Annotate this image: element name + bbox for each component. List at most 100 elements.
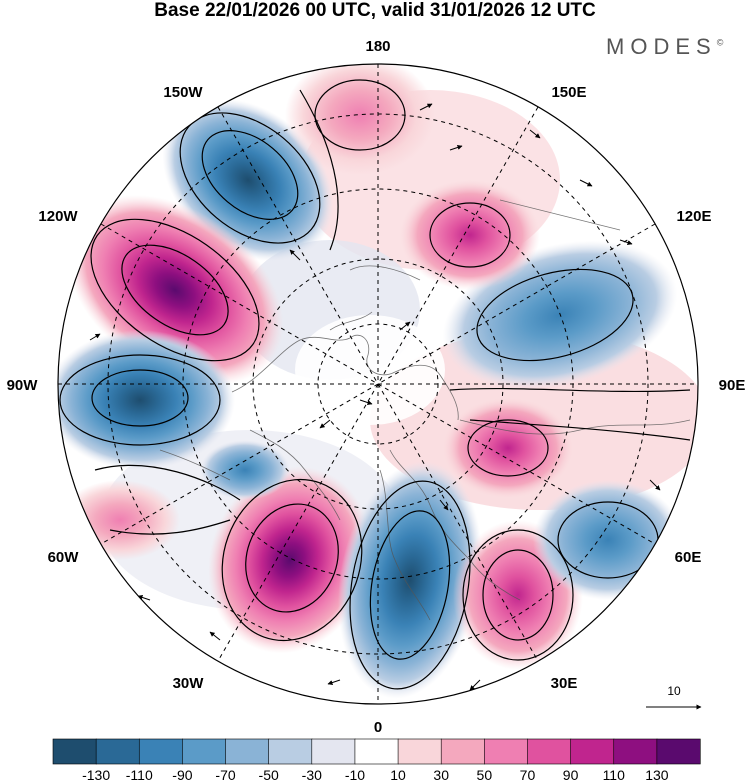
streamline [462,529,574,661]
streamline [429,202,511,268]
colorbar-tick-label: -50 [259,767,279,783]
wind-vector [79,551,91,561]
colorbar-swatch [311,738,356,765]
lon-label-150w: 150W [163,84,203,101]
modes-logo: MODES© [606,34,723,60]
streamlines [59,79,691,690]
map-title: Base 22/01/2026 00 UTC, valid 31/01/2026… [154,0,596,21]
map-border [57,63,699,705]
meridian [217,106,539,662]
streamline [369,510,451,660]
streamline [221,478,363,642]
wind-vector [639,619,649,631]
colorbar-tick-label: 70 [520,767,536,783]
colorbar-swatch [52,738,97,765]
colorbar-tick-label: 50 [477,767,493,783]
colorbar-swatch [138,738,184,765]
wind-vector [419,103,433,111]
reference-vector: 10 [646,684,702,710]
wind-vector [289,249,301,261]
wind-vector [327,679,341,685]
colorbar-swatch [570,738,615,765]
colorbar-swatch [225,738,270,765]
colorbar-swatch [95,738,140,765]
weak-negative-region [200,440,290,500]
streamline [449,387,691,393]
streamline [245,503,339,613]
wind-vector [209,631,221,641]
anomaly-ural-low [533,480,683,600]
colorbar-swatch [613,738,658,765]
streamline [469,419,691,441]
wind-vector [319,419,331,429]
meridian [100,223,656,545]
lon-label-120e: 120E [676,208,711,225]
colorbar-swatch [527,738,572,765]
colorbar-swatch [268,738,313,765]
wind-vector [619,239,633,245]
streamline [94,464,241,501]
wind-vector [579,179,593,187]
colorbar-swatch [397,738,442,765]
colorbar-tick-label: -90 [172,767,192,783]
lon-label-30e: 30E [551,675,578,692]
colorbar-swatch [440,738,485,765]
streamline [467,419,549,477]
wind-vector [449,145,463,151]
lon-label-120w: 120W [38,208,78,225]
copyright-mark: © [716,37,724,48]
lon-label-60e: 60E [675,549,702,566]
lon-label-0: 0 [374,719,382,736]
wind-vector [439,499,449,511]
streamline [109,519,231,535]
meridian [100,223,656,545]
colorbar-swatch [182,738,227,765]
weak-positive-region [60,480,180,560]
anomaly-bering-high [285,64,435,175]
colorbar-tick-label: 10 [390,767,406,783]
streamline [299,89,339,251]
colorbar: -130 -110 -90 -70 -50 -30 -10 10 30 50 70 90 110 130 [52,738,701,783]
colorbar-swatch [484,738,529,765]
colorbar-labels: -130 -110 -90 -70 -50 -30 -10 10 30 50 70 90 110 130 [82,767,669,783]
colorbar-tick-label: -10 [345,767,365,783]
lon-label-90e: 90E [719,377,746,394]
lon-label-90w: 90W [7,377,39,394]
latitude-circle [107,113,649,655]
streamline [201,130,299,220]
streamline [90,218,260,362]
anomaly-north-atlantic-low [337,461,483,699]
colorbar-tick-label: 110 [603,767,626,783]
colorbar-tick-label: 30 [433,767,449,783]
colorbar-tick-label: -30 [302,767,322,783]
meridian [217,106,539,662]
colorbar-tick-label: 90 [563,767,579,783]
streamline [482,549,554,641]
colorbar-tick-label: -110 [126,767,153,783]
wind-vector [129,153,141,161]
anomaly-chukotka-high [400,180,540,290]
lon-label-60w: 60W [48,549,80,566]
wind-vector [649,479,661,491]
arctic-center [295,315,445,425]
wind-vector [469,679,481,691]
coastlines [159,199,691,621]
wind-vector [579,659,591,665]
graticule [58,64,698,704]
colorbar-tick-label: -130 [82,767,110,783]
colorbar-tick-label: -70 [215,767,235,783]
colorbar-swatch [656,738,701,765]
lon-label-30w: 30W [173,675,205,692]
wind-vector [137,595,151,601]
streamline [349,480,471,690]
wind-vector [89,333,101,341]
streamline [91,369,189,427]
lon-label-150e: 150E [551,84,586,101]
colorbar-swatch [354,738,399,765]
colorbar-swatches [52,738,701,765]
anomaly-siberia-high [443,398,573,498]
wind-vector [359,399,373,405]
anomaly-hudson-bay-low [58,330,235,470]
streamline [476,268,634,362]
